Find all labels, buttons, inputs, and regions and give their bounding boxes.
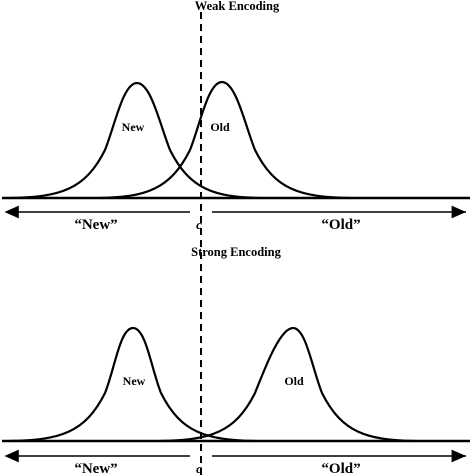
- panel-weak-encoding: Weak Encoding New Old “New” c “Old”: [2, 0, 470, 233]
- panel-strong-encoding: Strong Encoding New Old “New” c “Old”: [2, 245, 470, 476]
- old-curve-label: Old: [210, 120, 230, 134]
- old-curve-label: Old: [284, 374, 304, 388]
- old-distribution-curve: [159, 326, 416, 443]
- new-curve-label: New: [122, 120, 145, 134]
- criterion-label: c: [196, 217, 202, 232]
- response-new-label: “New”: [74, 217, 117, 233]
- new-distribution-curve: [9, 81, 261, 200]
- response-new-label: “New”: [74, 461, 117, 476]
- new-curve-label: New: [123, 374, 146, 388]
- response-old-label: “Old”: [321, 217, 360, 233]
- criterion-label: c: [196, 461, 202, 476]
- new-distribution-curve: [9, 326, 257, 443]
- response-old-label: “Old”: [321, 461, 360, 476]
- old-distribution-curve: [99, 80, 351, 200]
- panel-title: Strong Encoding: [191, 245, 281, 259]
- panel-title: Weak Encoding: [195, 0, 280, 13]
